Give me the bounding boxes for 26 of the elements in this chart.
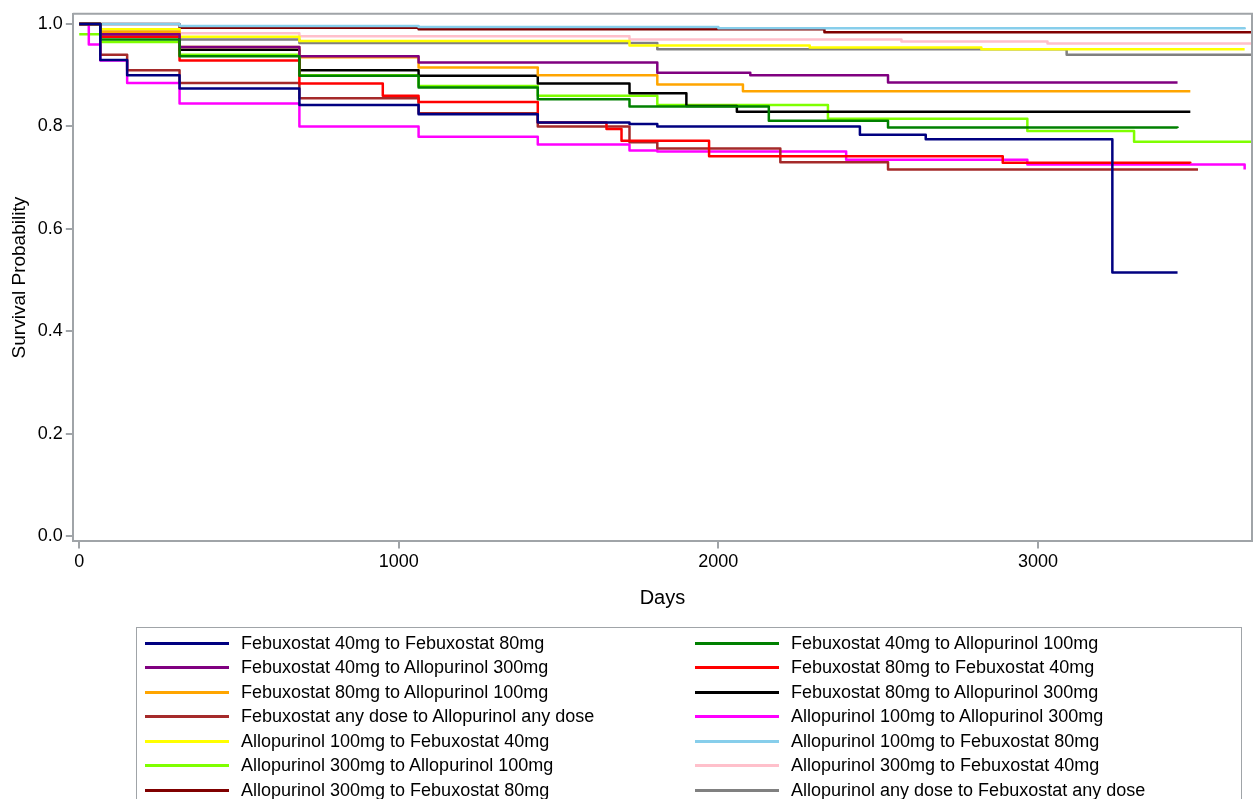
y-tick-label: 0.8 xyxy=(37,115,63,136)
legend-label: Allopurinol 300mg to Febuxostat 80mg xyxy=(241,779,550,799)
y-tick-label: 0.2 xyxy=(37,422,63,443)
legend-label: Febuxostat 40mg to Allopurinol 100mg xyxy=(791,632,1099,654)
x-tick-label: 0 xyxy=(74,551,85,572)
legend-label: Febuxostat 40mg to Allopurinol 300mg xyxy=(241,657,549,679)
legend-label: Febuxostat 40mg to Febuxostat 80mg xyxy=(241,632,545,654)
legend-label: Allopurinol 100mg to Febuxostat 40mg xyxy=(241,730,550,752)
legend-label: Allopurinol any dose to Febuxostat any dose xyxy=(791,779,1146,799)
legend-label: Allopurinol 300mg to Allopurinol 100mg xyxy=(241,755,554,777)
x-tick-label: 3000 xyxy=(1017,551,1058,572)
legend-label: Febuxostat 80mg to Allopurinol 100mg xyxy=(241,681,549,703)
x-axis-title: Days xyxy=(639,585,686,608)
legend-label: Allopurinol 100mg to Allopurinol 300mg xyxy=(791,706,1104,728)
legend-label: Febuxostat any dose to Allopurinol any dose xyxy=(241,706,595,728)
y-tick-label: 0.6 xyxy=(37,217,63,238)
legend-label: Allopurinol 300mg to Febuxostat 40mg xyxy=(791,755,1100,777)
legend-label: Febuxostat 80mg to Allopurinol 300mg xyxy=(791,681,1099,703)
y-tick-label: 0.4 xyxy=(37,320,63,341)
x-tick-label: 1000 xyxy=(378,551,419,572)
x-tick-label: 2000 xyxy=(698,551,739,572)
y-tick-label: 1.0 xyxy=(37,13,63,34)
legend-label: Febuxostat 80mg to Febuxostat 40mg xyxy=(791,657,1095,679)
y-tick-label: 0.0 xyxy=(37,525,63,546)
legend-label: Allopurinol 100mg to Febuxostat 80mg xyxy=(791,730,1100,752)
y-axis-title: Survival Probability xyxy=(7,196,29,359)
